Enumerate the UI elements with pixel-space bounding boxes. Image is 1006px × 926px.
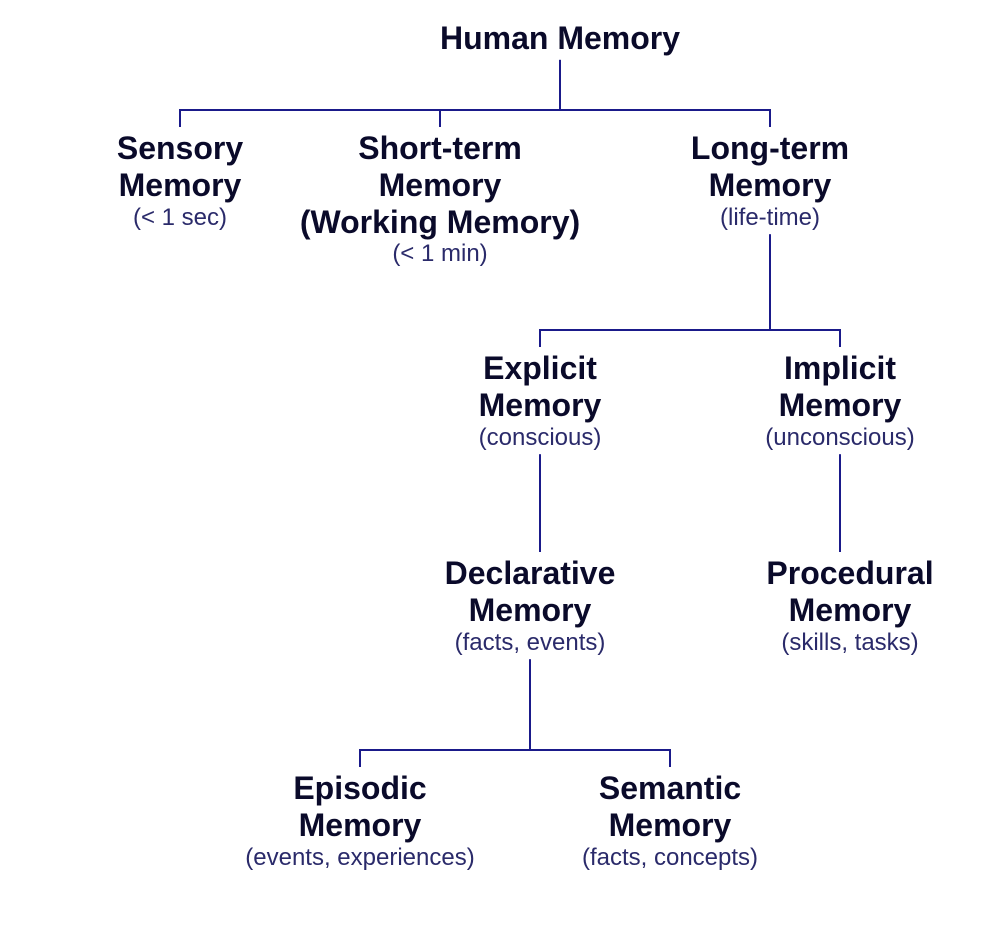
node-procedural: ProceduralMemory(skills, tasks) — [720, 555, 980, 656]
node-title: Memory — [650, 167, 890, 204]
node-subtitle: (< 1 sec) — [80, 204, 280, 232]
node-title: Memory — [540, 807, 800, 844]
node-title: Declarative — [400, 555, 660, 592]
node-subtitle: (events, experiences) — [210, 844, 510, 872]
node-episodic: EpisodicMemory(events, experiences) — [210, 770, 510, 871]
node-title: Memory — [280, 167, 600, 204]
node-subtitle: (skills, tasks) — [720, 629, 980, 657]
node-semantic: SemanticMemory(facts, concepts) — [540, 770, 800, 871]
node-subtitle: (< 1 min) — [280, 240, 600, 268]
node-title: Implicit — [720, 350, 960, 387]
node-title: Semantic — [540, 770, 800, 807]
node-title: Memory — [720, 592, 980, 629]
node-title: Memory — [430, 387, 650, 424]
node-title: Memory — [720, 387, 960, 424]
node-title: Memory — [80, 167, 280, 204]
node-shortterm: Short-termMemory(Working Memory)(< 1 min… — [280, 130, 600, 268]
node-title: Sensory — [80, 130, 280, 167]
node-declarative: DeclarativeMemory(facts, events) — [400, 555, 660, 656]
node-title: Short-term — [280, 130, 600, 167]
memory-tree-diagram: Human MemorySensoryMemory(< 1 sec)Short-… — [0, 0, 1006, 926]
node-title: Procedural — [720, 555, 980, 592]
node-title: Human Memory — [430, 20, 690, 57]
node-implicit: ImplicitMemory(unconscious) — [720, 350, 960, 451]
node-title: Long-term — [650, 130, 890, 167]
node-title: (Working Memory) — [280, 204, 600, 241]
node-title: Explicit — [430, 350, 650, 387]
node-root: Human Memory — [430, 20, 690, 57]
node-subtitle: (conscious) — [430, 424, 650, 452]
node-longterm: Long-termMemory(life-time) — [650, 130, 890, 231]
node-sensory: SensoryMemory(< 1 sec) — [80, 130, 280, 231]
node-subtitle: (life-time) — [650, 204, 890, 232]
node-title: Memory — [210, 807, 510, 844]
node-subtitle: (facts, events) — [400, 629, 660, 657]
node-title: Episodic — [210, 770, 510, 807]
node-explicit: ExplicitMemory(conscious) — [430, 350, 650, 451]
node-title: Memory — [400, 592, 660, 629]
node-subtitle: (facts, concepts) — [540, 844, 800, 872]
node-subtitle: (unconscious) — [720, 424, 960, 452]
